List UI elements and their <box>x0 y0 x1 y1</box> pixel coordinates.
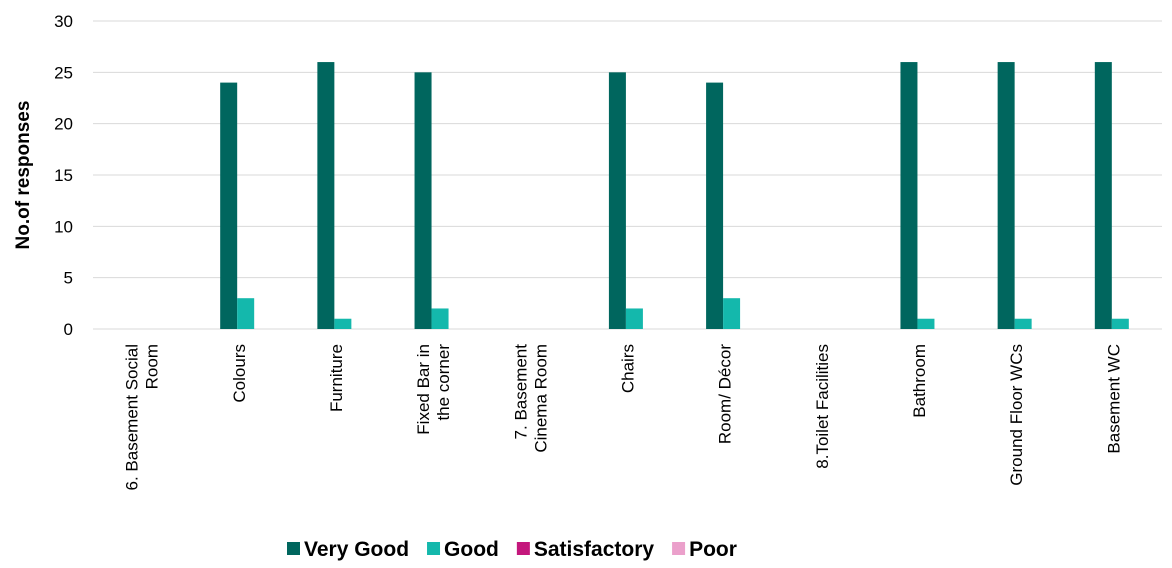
y-tick-label: 20 <box>54 115 73 134</box>
legend-label: Very Good <box>304 538 409 561</box>
x-category-label: 6. Basement Social <box>123 344 142 490</box>
legend: Very Good Good Satisfactory Poor <box>287 538 737 561</box>
bar-good <box>723 298 741 329</box>
bar-very-good <box>608 72 626 329</box>
y-tick-label: 5 <box>64 269 73 288</box>
y-tick-label: 10 <box>54 217 73 236</box>
x-category-label: Furniture <box>327 344 346 412</box>
bar-good <box>1014 318 1032 329</box>
x-category-label: 8.Toilet Facilities <box>813 344 832 469</box>
x-category-label: the corner <box>434 344 453 421</box>
bar-good <box>917 318 935 329</box>
x-category-label: Fixed Bar in <box>414 344 433 435</box>
bar-very-good <box>1094 62 1112 330</box>
x-category-label: Cinema Room <box>531 344 550 453</box>
bar-very-good <box>900 62 918 330</box>
bar-good <box>334 318 352 329</box>
y-axis-label: No.of responses <box>13 101 34 250</box>
gridlines <box>93 20 1162 330</box>
bar-very-good <box>220 82 238 329</box>
bar-very-good <box>706 82 724 329</box>
x-category-label: Chairs <box>619 344 638 393</box>
bars <box>220 62 1129 330</box>
y-tick-label: 15 <box>54 166 73 185</box>
bar-good <box>237 298 255 329</box>
bar-good <box>625 308 643 329</box>
x-category-label: Room/ Décor <box>716 344 735 444</box>
legend-swatch <box>516 542 530 555</box>
x-category-label: Bathroom <box>910 344 929 418</box>
legend-swatch <box>672 542 686 555</box>
y-axis-ticks: 0 5 10 15 20 25 30 <box>54 12 73 339</box>
x-category-label: Basement WC <box>1104 344 1123 454</box>
bar-very-good <box>317 62 335 330</box>
x-category-label: Colours <box>230 344 249 403</box>
bar-good <box>431 308 449 329</box>
legend-swatch <box>427 542 441 555</box>
x-category-label: 7. Basement <box>511 344 530 440</box>
legend-swatch <box>287 542 300 555</box>
bar-very-good <box>414 72 432 329</box>
legend-label: Satisfactory <box>534 538 655 561</box>
x-axis-categories: 6. Basement Social Room Colours Furniture Fi… <box>123 344 1124 491</box>
x-category-label: Ground Floor WCs <box>1007 344 1026 486</box>
legend-label: Good <box>444 538 499 561</box>
bar-very-good <box>997 62 1015 330</box>
y-tick-label: 25 <box>54 63 73 82</box>
x-category-label: Room <box>143 344 162 389</box>
bar-good <box>1111 318 1129 329</box>
legend-label: Poor <box>689 538 737 561</box>
y-tick-label: 0 <box>64 320 73 339</box>
y-tick-label: 30 <box>54 12 73 31</box>
